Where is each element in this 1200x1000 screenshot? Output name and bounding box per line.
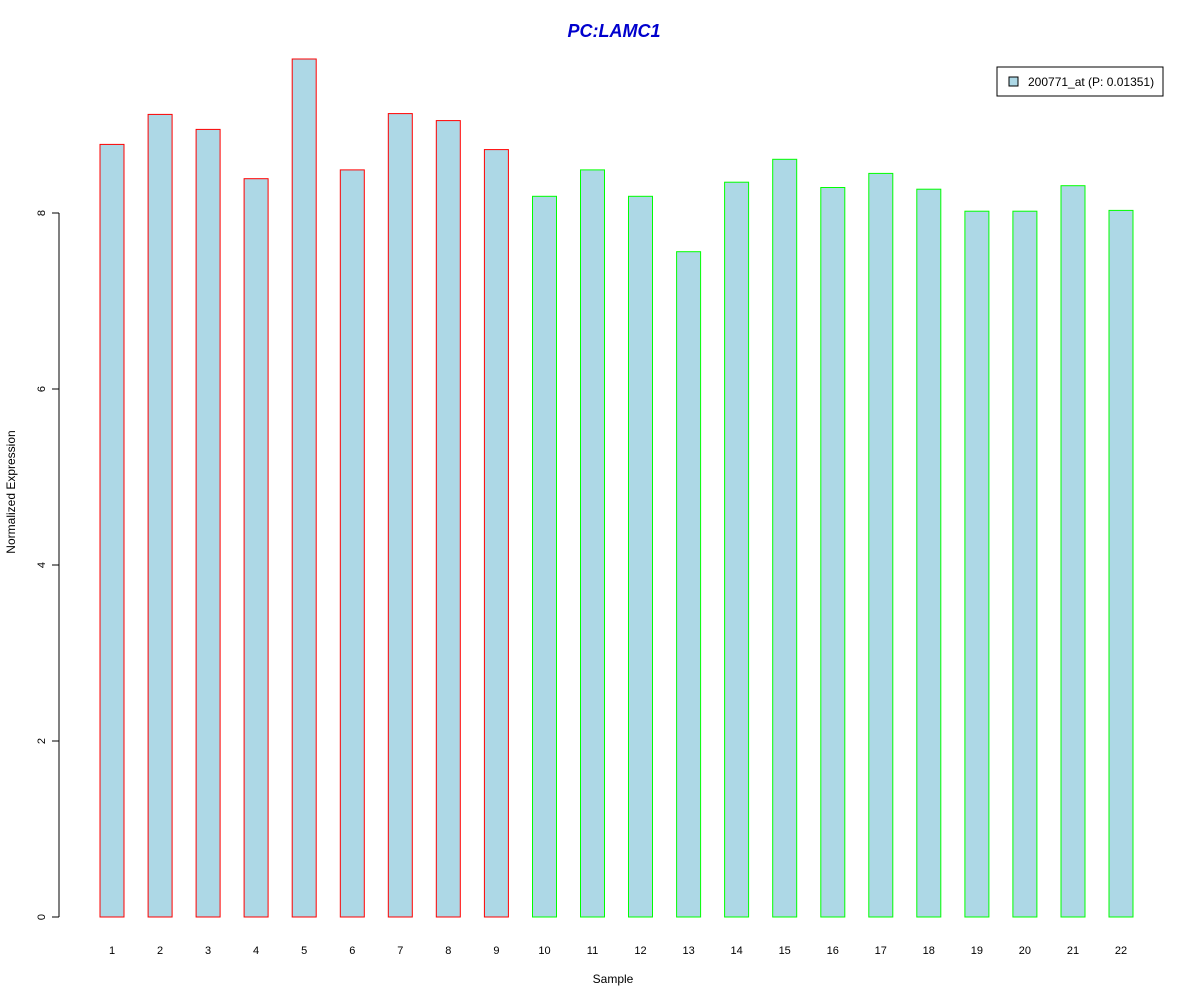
- legend: 200771_at (P: 0.01351): [996, 66, 1164, 97]
- bar: [676, 251, 702, 918]
- x-tick-label: 12: [634, 945, 646, 957]
- x-tick-label: 19: [971, 945, 983, 957]
- x-tick-label: 1: [109, 945, 115, 957]
- x-tick-label: 6: [349, 945, 355, 957]
- bar: [387, 113, 413, 918]
- y-tick-label: 2: [36, 738, 48, 744]
- bar: [724, 181, 750, 918]
- x-tick-label: 16: [827, 945, 839, 957]
- x-tick-label: 15: [779, 945, 791, 957]
- y-tick-label: 6: [36, 386, 48, 392]
- bar: [580, 169, 605, 918]
- bar: [195, 128, 221, 918]
- x-tick-label: 14: [730, 945, 742, 957]
- bar: [532, 195, 557, 918]
- y-axis-label: Normalized Expression: [4, 430, 18, 553]
- x-tick-label: 4: [253, 945, 259, 957]
- bar: [147, 113, 173, 918]
- bar: [772, 158, 798, 918]
- x-tick-label: 9: [493, 945, 499, 957]
- bar: [1012, 210, 1038, 918]
- x-tick-label: 18: [923, 945, 935, 957]
- bar: [339, 169, 365, 918]
- y-axis: 0 2 4 6 8: [36, 210, 60, 920]
- bar: [868, 172, 894, 918]
- x-tick-label: 11: [587, 945, 598, 957]
- bar: [916, 188, 942, 918]
- bar: [820, 187, 846, 918]
- x-tick-label: 13: [682, 945, 694, 957]
- bar: [483, 149, 509, 918]
- x-tick-label: 21: [1067, 945, 1079, 957]
- legend-box: [996, 66, 1164, 97]
- y-tick-label: 0: [36, 914, 48, 920]
- bars-group: [99, 58, 1134, 918]
- x-tick-label: 7: [397, 945, 403, 957]
- bar: [99, 143, 125, 918]
- bar: [243, 178, 269, 918]
- bar: [291, 58, 317, 918]
- bar: [1060, 185, 1086, 918]
- x-axis-label: Sample: [593, 972, 634, 986]
- x-tick-label: 10: [538, 945, 550, 957]
- x-tick-label: 8: [445, 945, 451, 957]
- bar: [628, 195, 653, 918]
- bar: [964, 210, 990, 918]
- x-tick-labels: 1 2 3 4 5 6 7 8 9 10 11 12 13 14 15 16 17 18 19 20 21 22: [109, 945, 1127, 957]
- chart-title: PC:LAMC1: [568, 21, 661, 41]
- x-tick-label: 2: [157, 945, 163, 957]
- x-tick-label: 17: [875, 945, 887, 957]
- x-tick-label: 20: [1019, 945, 1031, 957]
- y-tick-label: 8: [36, 210, 48, 216]
- bar: [435, 120, 461, 918]
- x-tick-label: 5: [301, 945, 307, 957]
- legend-label: 200771_at (P: 0.01351): [1028, 75, 1154, 89]
- x-tick-label: 22: [1115, 945, 1127, 957]
- legend-swatch: [1008, 76, 1019, 87]
- x-tick-label: 3: [205, 945, 211, 957]
- bar: [1108, 209, 1134, 918]
- y-tick-label: 4: [36, 562, 48, 568]
